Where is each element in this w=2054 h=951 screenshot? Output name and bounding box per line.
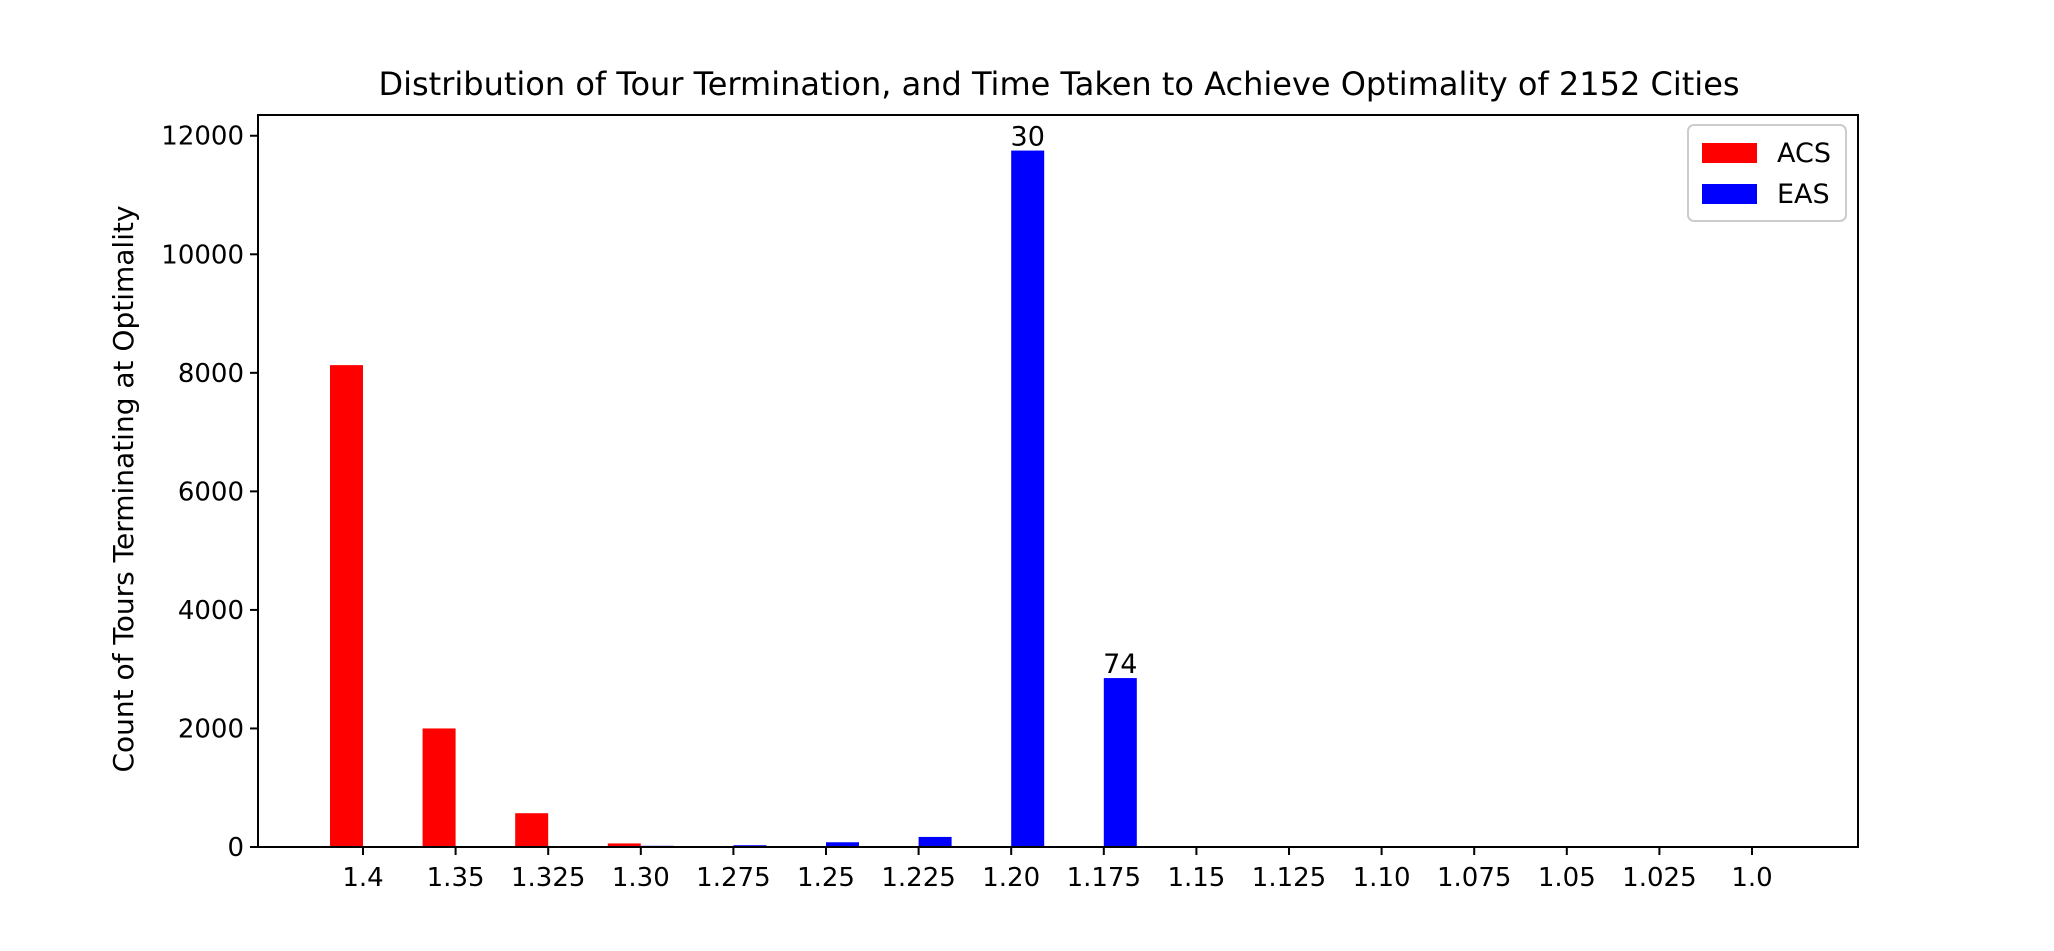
- x-tick-label: 1.30: [612, 863, 670, 893]
- x-tick-label: 1.025: [1622, 863, 1696, 893]
- bar-acs-1.325: [515, 813, 549, 847]
- x-tick-label: 1.325: [511, 863, 585, 893]
- x-tick-label: 1.4: [342, 863, 383, 893]
- y-tick-label: 2000: [178, 714, 244, 744]
- x-tick-label: 1.125: [1252, 863, 1326, 893]
- x-axis: 1.4 1.35 1.325 1.30 1.275 1.25 1.225 1.20 1.175 1…: [342, 847, 1773, 893]
- legend-label-acs: ACS: [1777, 138, 1831, 169]
- y-tick-label: 10000: [161, 240, 244, 270]
- x-tick-label: 1.075: [1437, 863, 1511, 893]
- y-tick-label: 12000: [161, 122, 244, 152]
- bar-eas-1.225: [918, 836, 952, 847]
- bar-acs-1.30: [607, 843, 641, 847]
- y-tick-label: 4000: [178, 596, 244, 626]
- legend: ACS EAS: [1687, 124, 1847, 222]
- y-axis-label: Count of Tours Terminating at Optimality: [107, 205, 140, 772]
- bar-eas-1.25: [826, 842, 859, 847]
- bar-acs-1.35: [422, 728, 456, 847]
- chart-title: Distribution of Tour Termination, and Ti…: [378, 65, 1739, 103]
- x-tick-label: 1.15: [1167, 863, 1225, 893]
- legend-swatch-eas: [1702, 184, 1757, 204]
- bar-annotation: 74: [1103, 649, 1137, 680]
- x-tick-label: 1.35: [427, 863, 485, 893]
- x-tick-label: 1.225: [881, 863, 955, 893]
- y-tick-label: 8000: [178, 359, 244, 389]
- x-tick-label: 1.10: [1353, 863, 1411, 893]
- x-tick-label: 1.05: [1538, 863, 1596, 893]
- y-tick-label: 0: [227, 833, 244, 863]
- bar-eas-1.175: [1103, 678, 1137, 847]
- x-tick-label: 1.175: [1067, 863, 1141, 893]
- bars-group: [330, 150, 1137, 848]
- bar-acs-1.4: [330, 365, 363, 847]
- y-tick-label: 6000: [178, 477, 244, 507]
- legend-label-eas: EAS: [1777, 179, 1830, 210]
- x-tick-label: 1.25: [797, 863, 855, 893]
- x-tick-label: 1.20: [982, 863, 1040, 893]
- x-tick-label: 1.275: [696, 863, 770, 893]
- x-tick-label: 1.0: [1731, 863, 1772, 893]
- y-axis: 0 2000 4000 6000 8000 10000 12000: [161, 122, 258, 863]
- bar-annotations: 30 74: [1011, 122, 1138, 681]
- bar-annotation: 30: [1011, 122, 1045, 153]
- plot-area-frame: [257, 114, 1859, 848]
- legend-swatch-acs: [1702, 143, 1757, 163]
- bar-eas-1.20: [1011, 150, 1045, 848]
